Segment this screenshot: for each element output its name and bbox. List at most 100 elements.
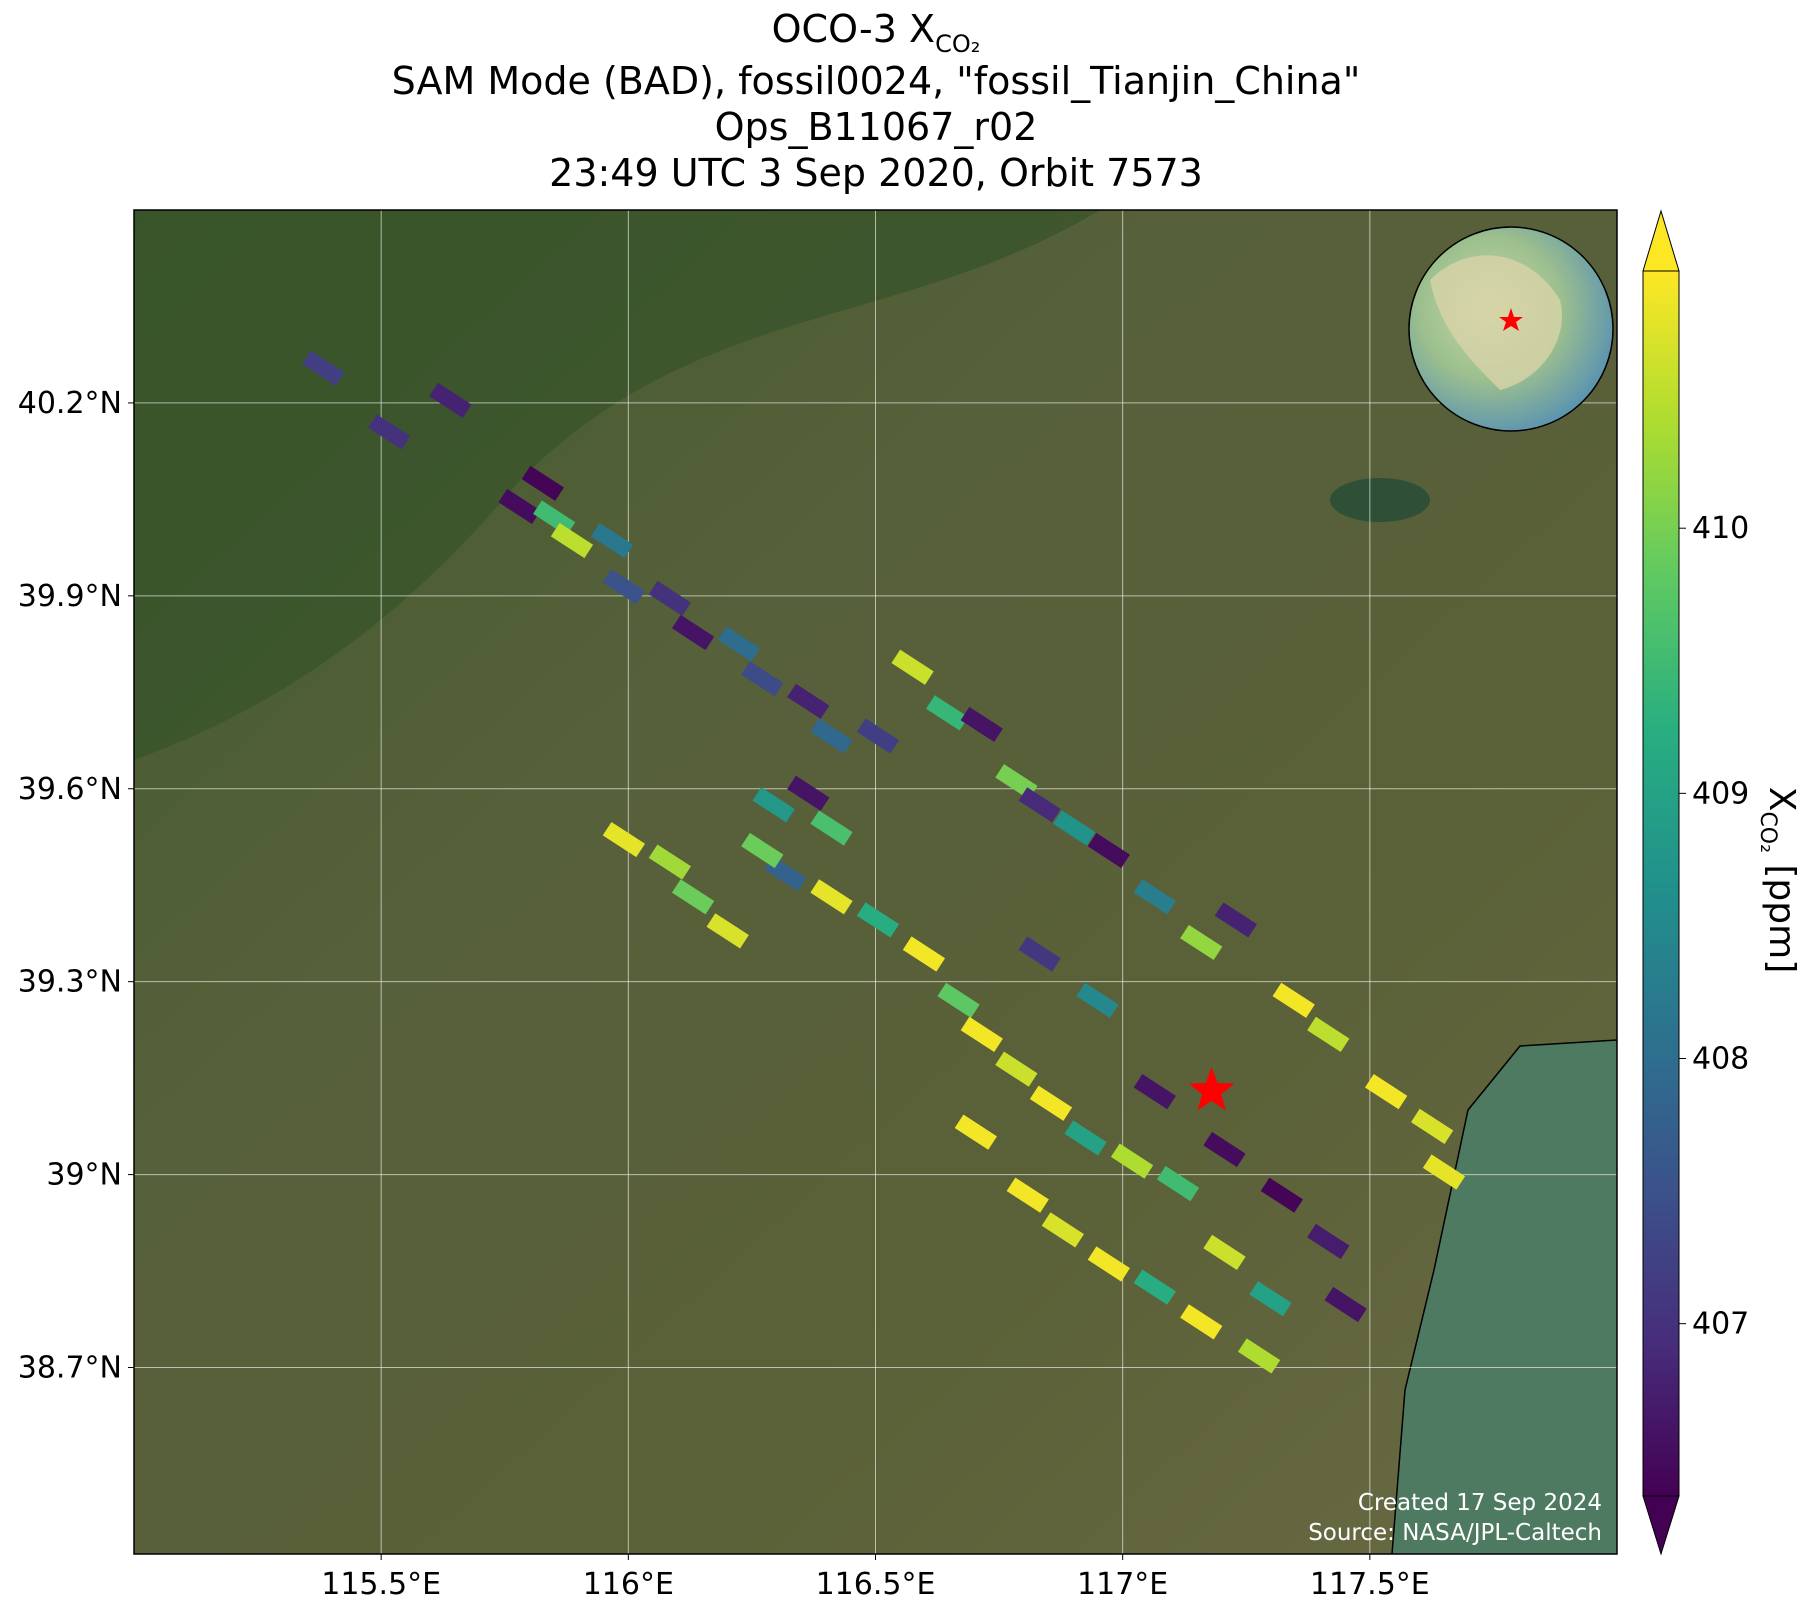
sounding: [717, 626, 761, 662]
coastline: [1391, 1039, 1617, 1554]
sounding: [1018, 787, 1061, 823]
y-tick-label: 39°N: [46, 1158, 122, 1193]
sounding: [1324, 1286, 1367, 1323]
colorbar-tick-label: 409: [1692, 776, 1749, 811]
sounding: [1006, 1177, 1049, 1213]
sounding: [1307, 1016, 1350, 1053]
sounding: [856, 718, 900, 754]
sounding: [602, 821, 646, 858]
continent: [1430, 255, 1562, 390]
x-tick-label: 116°E: [583, 1567, 674, 1602]
colorbar: [1642, 209, 1680, 1556]
y-tick-label: 39.9°N: [18, 579, 122, 614]
sounding: [706, 913, 749, 949]
y-tick-label: 40.2°N: [18, 386, 122, 421]
title-sub: CO₂: [935, 30, 980, 58]
sounding: [590, 522, 634, 559]
target-star: [1188, 1067, 1235, 1111]
sounding: [429, 382, 472, 418]
colorbar-tick-label: 410: [1692, 511, 1749, 546]
sounding: [367, 414, 411, 450]
y-tick-label: 39.6°N: [18, 772, 122, 807]
sounding: [1133, 1269, 1176, 1305]
sounding: [1076, 982, 1119, 1018]
sounding: [648, 580, 691, 617]
sounding: [1087, 1246, 1130, 1282]
credit: Created 17 Sep 2024: [1358, 1490, 1602, 1516]
sea: [1392, 1040, 1617, 1554]
sounding: [1203, 1234, 1246, 1271]
sounding: [810, 879, 853, 915]
sounding: [1029, 1085, 1073, 1121]
sounding: [926, 695, 969, 731]
credit: Source: NASA/JPL-Caltech: [1308, 1520, 1602, 1546]
sounding: [741, 661, 784, 697]
chart-title: OCO-3 XCO₂: [772, 7, 981, 58]
sounding: [752, 787, 795, 823]
sounding: [1410, 1108, 1454, 1144]
sounding: [1214, 902, 1257, 938]
sounding: [902, 936, 946, 972]
sounding: [521, 465, 564, 501]
cbar-label-suffix: [ppm]: [1761, 853, 1802, 973]
sounding: [1249, 1281, 1292, 1317]
sounding: [1260, 1177, 1303, 1213]
reservoir: [1330, 478, 1430, 522]
sounding: [1041, 1212, 1084, 1248]
colorbar-frame: [1642, 270, 1680, 1497]
cbar-label-sub: CO₂: [1755, 811, 1780, 853]
sounding: [602, 569, 646, 605]
sounding: [1203, 1131, 1246, 1168]
sounding: [1307, 1223, 1350, 1260]
sounding: [550, 522, 594, 559]
sounding: [810, 810, 853, 846]
y-tick-label: 38.7°N: [18, 1351, 122, 1386]
colorbar-extend-min: [1642, 1495, 1680, 1556]
y-tick-label: 39.3°N: [18, 965, 122, 1000]
sounding: [1018, 936, 1061, 972]
sounding: [1133, 1074, 1176, 1110]
sounding: [810, 718, 853, 754]
sounding: [1156, 1165, 1200, 1202]
globe-star: [1499, 308, 1523, 331]
sounding: [1422, 1154, 1466, 1190]
x-tick-label: 115.5°E: [321, 1567, 441, 1602]
colorbar-extend-max: [1642, 209, 1680, 272]
sounding: [1110, 1143, 1154, 1179]
colorbar-tick-label: 407: [1692, 1307, 1749, 1342]
sounding: [995, 1051, 1038, 1087]
sounding: [954, 1114, 997, 1150]
sounding: [1133, 879, 1176, 915]
x-tick-label: 117°E: [1077, 1567, 1168, 1602]
sounding: [671, 614, 715, 651]
sounding: [648, 844, 691, 880]
sounding: [891, 649, 934, 685]
sounding: [960, 706, 1003, 743]
title-main: OCO-3 X: [772, 7, 935, 51]
sounding: [1180, 1304, 1223, 1340]
sounding: [498, 488, 541, 525]
gridlines: [134, 210, 1617, 1554]
sounding: [1237, 1338, 1281, 1374]
sounding: [741, 832, 784, 869]
sounding: [1180, 924, 1223, 961]
x-tick-label: 117.5°E: [1310, 1567, 1430, 1602]
subtitle: Ops_B11067_r02: [715, 105, 1038, 149]
sounding: [856, 902, 900, 938]
colorbar-tick-label: 408: [1692, 1042, 1749, 1077]
sounding: [960, 1016, 1003, 1053]
sounding: [1365, 1074, 1408, 1110]
soundings: [302, 350, 1466, 1374]
sounding: [1087, 832, 1130, 869]
sounding: [787, 683, 830, 719]
sounding: [1053, 810, 1096, 846]
sounding: [937, 982, 980, 1018]
sounding: [302, 350, 345, 386]
cbar-label-main: X: [1761, 787, 1802, 812]
colorbar-gradient: [1643, 271, 1679, 1496]
sounding: [1064, 1120, 1107, 1156]
x-tick-label: 116.5°E: [816, 1567, 936, 1602]
sounding: [671, 879, 715, 915]
subtitle: 23:49 UTC 3 Sep 2020, Orbit 7573: [549, 151, 1203, 195]
